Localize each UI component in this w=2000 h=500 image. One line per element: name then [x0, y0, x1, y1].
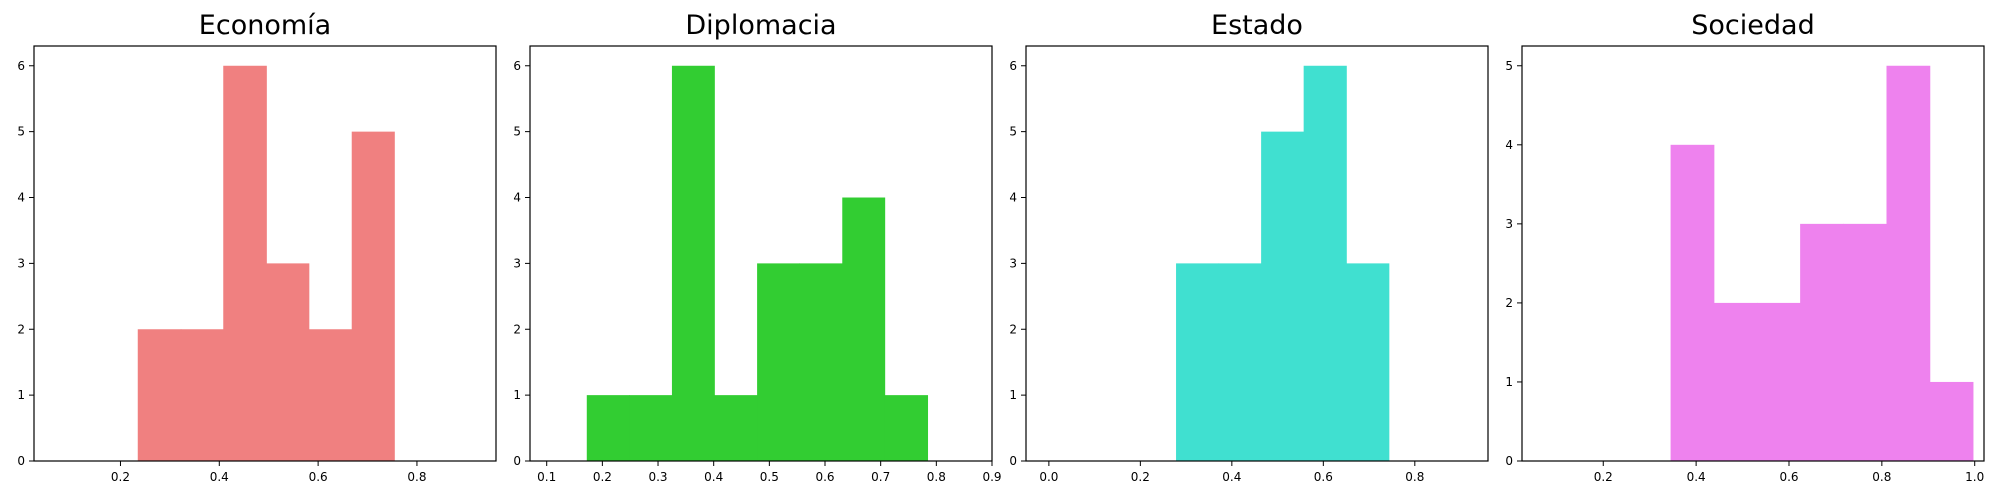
- y-tick-label: 2: [17, 322, 25, 336]
- histogram-bar: [1929, 381, 1974, 461]
- y-tick-label: 5: [1009, 125, 1017, 139]
- subplot-title: Economía: [199, 10, 331, 41]
- y-tick-label: 4: [1505, 138, 1513, 152]
- y-tick-label: 1: [17, 388, 25, 402]
- histogram-bar: [1756, 302, 1801, 461]
- histogram-bar: [351, 131, 395, 461]
- y-tick-label: 1: [1009, 388, 1017, 402]
- x-tick-label: 0.2: [1594, 470, 1613, 484]
- histogram-bar: [1886, 65, 1931, 461]
- x-tick-label: 0.9: [982, 470, 1001, 484]
- x-tick-label: 0.4: [210, 470, 229, 484]
- x-tick-label: 0.2: [111, 470, 130, 484]
- y-tick-label: 3: [1505, 217, 1513, 231]
- histogram-bar: [1346, 263, 1390, 461]
- x-tick-label: 0.8: [927, 470, 946, 484]
- x-tick-label: 0.2: [593, 470, 612, 484]
- histogram-bar: [629, 395, 673, 461]
- x-tick-label: 0.4: [1222, 470, 1241, 484]
- histogram-bar: [1303, 65, 1347, 461]
- x-tick-label: 0.0: [1039, 470, 1058, 484]
- x-tick-label: 0.5: [760, 470, 779, 484]
- x-tick-label: 0.6: [309, 470, 328, 484]
- y-tick-label: 5: [1505, 59, 1513, 73]
- y-tick-label: 6: [1009, 59, 1017, 73]
- x-tick-label: 0.4: [704, 470, 723, 484]
- histogram-bar: [1176, 263, 1220, 461]
- y-tick-label: 4: [1009, 191, 1017, 205]
- subplot-economia: Economía 0.2 0.4 0.6 0.8 0 1 2 3 4 5 6: [17, 10, 497, 484]
- histogram-bar: [1800, 223, 1844, 461]
- histogram-bar: [1843, 223, 1888, 461]
- histogram-bar: [842, 197, 886, 461]
- x-tick-label: 0.4: [1687, 470, 1706, 484]
- histogram-bar: [799, 263, 843, 461]
- y-tick-label: 0: [17, 454, 25, 468]
- subplot-estado: Estado 0.0 0.2 0.4 0.6 0.8 0 1 2 3 4 5 6: [1009, 10, 1489, 484]
- y-tick-label: 0: [1505, 454, 1513, 468]
- x-tick-label: 0.2: [1131, 470, 1150, 484]
- axes-frame: [33, 45, 497, 462]
- histogram-bar: [1670, 144, 1715, 461]
- y-tick-label: 4: [513, 191, 521, 205]
- y-tick-label: 2: [1505, 296, 1513, 310]
- y-tick-label: 3: [1009, 256, 1017, 270]
- histogram-bar: [1261, 131, 1305, 461]
- y-tick-label: 4: [17, 191, 25, 205]
- x-tick-label: 0.8: [1405, 470, 1424, 484]
- x-tick-label: 0.8: [1872, 470, 1891, 484]
- histogram-bar: [308, 329, 353, 461]
- y-tick-label: 5: [17, 125, 25, 139]
- axes-frame: [1025, 45, 1489, 462]
- subplot-diplomacia: Diplomacia 0.1 0.2 0.3 0.4 0.5 0.6 0.7 0.8 0.9 0 1…: [513, 10, 1001, 484]
- x-tick-label: 0.8: [407, 470, 426, 484]
- histogram-bar: [714, 395, 758, 461]
- x-tick-label: 0.7: [871, 470, 890, 484]
- y-tick-label: 3: [513, 256, 521, 270]
- y-tick-label: 6: [17, 59, 25, 73]
- x-tick-label: 0.6: [815, 470, 834, 484]
- histogram-bar: [223, 65, 267, 461]
- histogram-bar: [757, 263, 800, 461]
- y-tick-label: 0: [513, 454, 521, 468]
- x-tick-label: 0.1: [537, 470, 556, 484]
- y-tick-label: 0: [1009, 454, 1017, 468]
- y-tick-label: 5: [513, 125, 521, 139]
- y-tick-label: 1: [513, 388, 521, 402]
- axes-frame: [529, 45, 993, 462]
- histogram-bar: [671, 65, 715, 461]
- subplot-sociedad: Sociedad 0.2 0.4 0.6 0.8 1.0 0 1 2 3 4 5: [1505, 10, 1985, 484]
- histogram-bar: [266, 263, 310, 461]
- histogram-bar: [180, 329, 224, 461]
- y-tick-label: 6: [513, 59, 521, 73]
- x-tick-label: 1.0: [1965, 470, 1984, 484]
- y-tick-label: 1: [1505, 375, 1513, 389]
- histogram-bar: [586, 395, 630, 461]
- x-tick-label: 0.3: [648, 470, 667, 484]
- x-tick-label: 0.6: [1779, 470, 1798, 484]
- histogram-bar: [1218, 263, 1262, 461]
- histogram-bar: [137, 329, 182, 461]
- y-tick-label: 2: [513, 322, 521, 336]
- x-tick-label: 0.6: [1314, 470, 1333, 484]
- subplot-title: Estado: [1211, 10, 1303, 41]
- histogram-bar: [1713, 302, 1758, 461]
- y-tick-label: 2: [1009, 322, 1017, 336]
- histogram-bar: [884, 395, 929, 461]
- subplot-title: Diplomacia: [685, 10, 836, 41]
- y-tick-label: 3: [17, 256, 25, 270]
- subplot-title: Sociedad: [1691, 10, 1814, 41]
- axes-frame: [1521, 45, 1985, 462]
